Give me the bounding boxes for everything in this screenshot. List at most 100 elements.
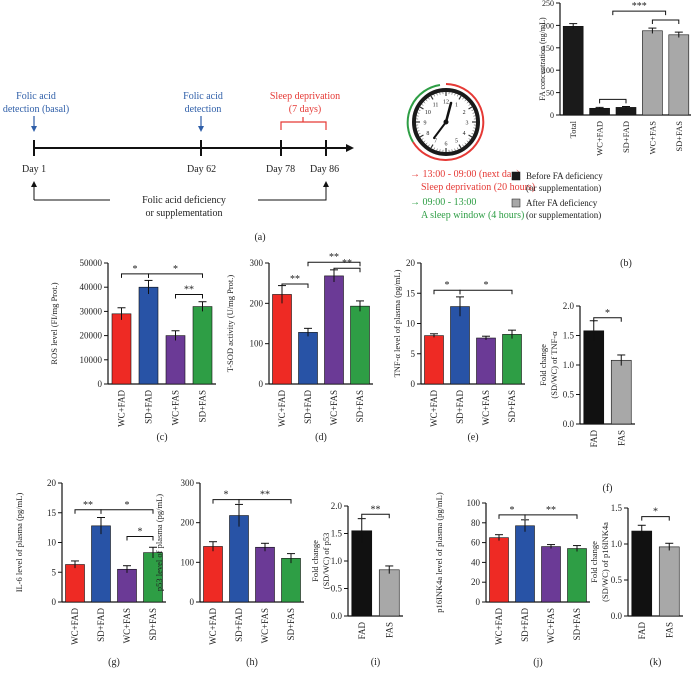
basal-detection-line2: detection (basal) bbox=[3, 104, 69, 115]
clock-tick bbox=[468, 104, 471, 106]
bar-sd-fad bbox=[298, 332, 318, 385]
category-label: SD+FAS bbox=[355, 390, 365, 422]
significance-bracket bbox=[126, 536, 154, 541]
clock-sleep-window-arc bbox=[406, 84, 441, 143]
category-label: FAS bbox=[664, 622, 674, 638]
group-bracket bbox=[599, 98, 627, 104]
significance-label: ** bbox=[260, 490, 270, 501]
y-tick-label: 20 bbox=[47, 478, 57, 488]
day-86-label: Day 86 bbox=[310, 164, 339, 175]
y-tick-label: 40 bbox=[471, 557, 481, 567]
deficiency-arrow-left bbox=[31, 181, 37, 187]
y-tick-label: 1.0 bbox=[331, 556, 343, 566]
clock-tick bbox=[421, 104, 424, 106]
significance-label: ** bbox=[546, 505, 556, 516]
panel-label-j: (j) bbox=[533, 657, 542, 668]
y-axis-label: p16INK4a level of plasma (pg/mL) bbox=[434, 492, 444, 613]
y-tick-label: 20 bbox=[471, 577, 481, 587]
chart-g: 0 5 10 15 20 IL-6 level of plasma (pg/mL) WC+F… bbox=[14, 478, 166, 668]
clock-tick bbox=[466, 140, 469, 143]
clock-minute-hand bbox=[433, 121, 447, 139]
clock-tick bbox=[433, 147, 435, 150]
y-tick-label: 0 bbox=[476, 597, 481, 607]
clock-tick bbox=[458, 95, 462, 100]
category-label: SD+FAS bbox=[674, 121, 684, 152]
category-label: WC+FAS bbox=[171, 390, 181, 425]
bar-sd-fas bbox=[192, 306, 213, 385]
clock-tick bbox=[464, 99, 467, 102]
y-tick-label: 15 bbox=[47, 508, 57, 518]
bar-fad bbox=[351, 530, 373, 617]
clock-tick bbox=[421, 138, 424, 140]
significance-label: * bbox=[605, 308, 610, 319]
clock-tick bbox=[457, 94, 459, 97]
category-label: SD+FAS bbox=[286, 608, 296, 640]
y-tick-label: 10 bbox=[47, 538, 57, 548]
significance-bracket bbox=[593, 317, 622, 322]
bar-sd-fad bbox=[229, 515, 249, 603]
bar-sd-fad bbox=[515, 525, 535, 603]
panel-label-e: (e) bbox=[467, 432, 478, 443]
significance-bracket bbox=[238, 499, 292, 504]
y-tick-label: 1.5 bbox=[331, 529, 343, 539]
y-tick-label: 20 bbox=[406, 258, 416, 268]
clock-tick bbox=[468, 138, 471, 140]
schedule-line3: → 09:00 - 13:00 bbox=[410, 197, 476, 208]
chart-e: 0 5 10 15 20 TNF-α level of plasma (pg/mL) WC+… bbox=[392, 258, 525, 443]
significance-bracket bbox=[281, 283, 309, 288]
significance-bracket bbox=[524, 514, 578, 519]
significance-bracket bbox=[148, 273, 203, 278]
chart-i: 0.0 0.5 1.0 1.5 2.0 Fold change (SD/WC) of p53… bbox=[310, 501, 403, 668]
y-tick-label: 0.0 bbox=[563, 419, 575, 429]
significance-bracket bbox=[307, 261, 361, 267]
category-label: SD+FAS bbox=[148, 608, 158, 640]
clock-number: 2 bbox=[463, 110, 466, 116]
clock-tick bbox=[417, 112, 420, 114]
clock-tick bbox=[457, 147, 459, 150]
y-tick-label: 0 bbox=[550, 111, 554, 120]
clock-number: 3 bbox=[466, 121, 469, 127]
y-tick-label: 0.5 bbox=[331, 584, 343, 594]
category-label: WC+FAS bbox=[122, 608, 132, 643]
y-tick-label: 10000 bbox=[80, 355, 103, 365]
chart-h: 0 100 200 300 p53 level of plasma (pg/mL) WC+… bbox=[154, 478, 304, 668]
clock-tick bbox=[458, 144, 462, 149]
category-label: WC+FAD bbox=[595, 121, 605, 156]
bar-wc-fas bbox=[165, 335, 186, 385]
y-tick-label: 5 bbox=[411, 349, 416, 359]
bar-sd-fas bbox=[567, 548, 587, 603]
bar-wc-fad bbox=[272, 294, 292, 385]
y-tick-label: 0 bbox=[259, 379, 264, 389]
y-tick-label: 80 bbox=[471, 518, 481, 528]
panel-label-h: (h) bbox=[246, 657, 258, 668]
clock-tick bbox=[462, 97, 464, 100]
timeline-panel: Day 1 Day 62 Day 78 Day 86 Folic acid de… bbox=[3, 83, 535, 243]
clock-tick bbox=[471, 133, 474, 135]
category-label: SD+FAD bbox=[96, 608, 106, 642]
clock-tick bbox=[423, 140, 426, 143]
clock-tick bbox=[428, 97, 430, 100]
y-tick-label: 0 bbox=[190, 597, 195, 607]
y-tick-label: 300 bbox=[250, 258, 264, 268]
category-label: FAD bbox=[589, 430, 599, 448]
bar-fas bbox=[658, 546, 680, 617]
clock-center bbox=[443, 119, 449, 125]
category-label: WC+FAD bbox=[208, 608, 218, 645]
clock-number: 6 bbox=[445, 142, 448, 148]
y-tick-label: 300 bbox=[181, 478, 195, 488]
legend-label-line2: (or supplementation) bbox=[526, 210, 601, 220]
bar-wc-fad bbox=[111, 313, 132, 385]
category-label: FAS bbox=[616, 430, 626, 446]
y-tick-label: 1.5 bbox=[563, 331, 575, 341]
panel-label-f: (f) bbox=[603, 483, 613, 494]
clock-tick bbox=[466, 101, 469, 104]
day-62-label: Day 62 bbox=[187, 164, 216, 175]
clock-number: 11 bbox=[433, 102, 439, 108]
y-tick-label: 100 bbox=[467, 498, 481, 508]
legend-label-line1: After FA deficiency bbox=[526, 198, 598, 208]
clock-hour-hand bbox=[444, 101, 453, 124]
bar-wc-fad bbox=[424, 335, 444, 385]
sleep-deprivation-line2: (7 days) bbox=[289, 104, 322, 115]
bar-sd-fas bbox=[502, 334, 522, 385]
